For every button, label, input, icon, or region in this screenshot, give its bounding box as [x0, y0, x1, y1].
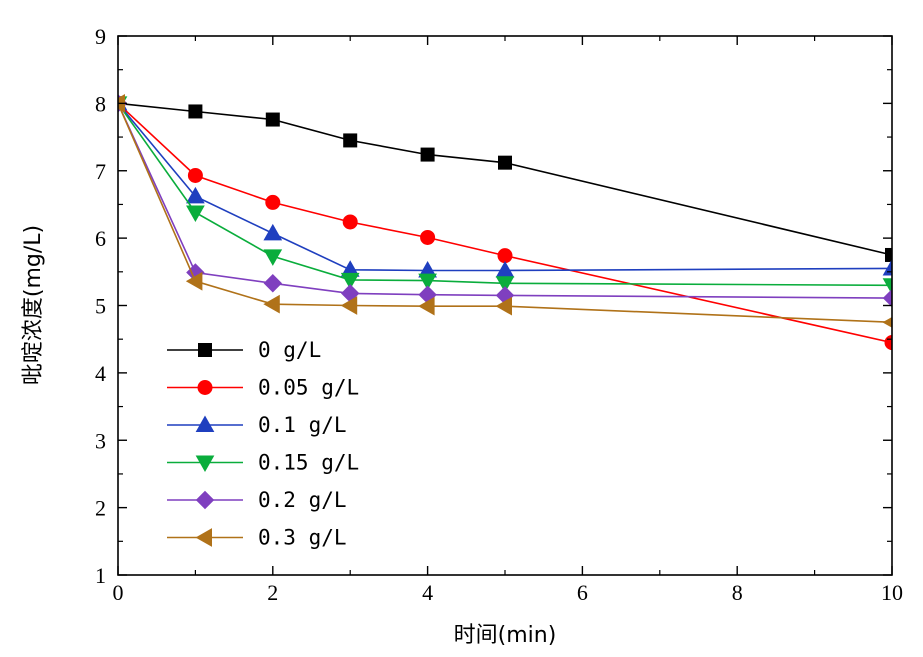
series-1-point-4 [420, 229, 436, 245]
series-group [118, 93, 892, 351]
y-tick-label: 5 [95, 294, 106, 319]
y-tick-label: 2 [95, 496, 106, 521]
series-0-point-6 [885, 247, 892, 262]
series-1-point-1 [187, 167, 203, 183]
x-tick-label: 6 [577, 580, 588, 605]
series-0-point-4 [420, 147, 435, 162]
series-5-point-4 [418, 296, 435, 316]
series-3-point-4 [418, 273, 437, 291]
legend-item-4: 0.2 g/L [167, 488, 347, 512]
series-2-point-6 [882, 258, 892, 276]
series-line-0 [118, 102, 892, 256]
series-1-point-3 [342, 214, 358, 230]
x-tick-label: 10 [881, 580, 903, 605]
series-0-point-2 [265, 112, 280, 127]
y-axis-title: 吡啶浓度(mg/L) [21, 225, 46, 385]
legend: 0 g/L 0.05 g/L 0.1 g/L 0.15 g/L 0.2 g/L 0.3 g… [167, 338, 359, 550]
series-5-point-3 [340, 296, 358, 315]
series-4-point-6 [882, 288, 892, 308]
legend-marker [198, 343, 212, 357]
legend-item-1: 0.05 g/L [167, 376, 359, 400]
legend-marker [195, 455, 215, 473]
y-tick-label: 9 [95, 24, 106, 49]
x-tick-label: 4 [422, 580, 433, 605]
y-tick-label: 4 [95, 361, 106, 386]
series-3-point-6 [882, 278, 892, 295]
legend-item-2: 0.1 g/L [167, 413, 347, 437]
series-3-point-2 [263, 249, 283, 266]
legend-label: 0.3 g/L [258, 526, 347, 550]
legend-marker [195, 415, 215, 432]
series-5-point-2 [263, 294, 280, 314]
legend-label: 0.15 g/L [258, 451, 359, 475]
legend-label: 0.2 g/L [258, 488, 347, 512]
legend-item-3: 0.15 g/L [167, 451, 359, 475]
y-tick-label: 6 [95, 226, 106, 251]
series-3-point-1 [186, 205, 205, 223]
legend-label: 0.05 g/L [258, 376, 359, 400]
plot-area [118, 93, 892, 351]
y-tick-label: 8 [95, 91, 106, 116]
y-tick-label: 3 [95, 428, 106, 453]
x-tick-label: 8 [732, 580, 743, 605]
legend-item-5: 0.3 g/L [167, 526, 347, 550]
series-2-point-2 [263, 223, 283, 241]
series-line-2 [118, 102, 892, 272]
series-5-point-5 [495, 296, 512, 316]
series-0-point-3 [343, 133, 358, 148]
series-3-point-5 [495, 276, 515, 293]
legend-marker [195, 490, 215, 510]
legend-marker [195, 528, 212, 547]
series-5-point-1 [185, 271, 203, 291]
legend-label: 0 g/L [258, 338, 321, 362]
series-3-point-3 [340, 272, 360, 290]
series-0-point-5 [498, 155, 512, 170]
legend-item-0: 0 g/L [167, 338, 321, 362]
series-1-point-2 [265, 194, 281, 210]
series-4-point-2 [263, 274, 283, 293]
legend-marker [197, 380, 213, 395]
series-0-point-1 [188, 104, 203, 119]
series-2-point-1 [186, 186, 205, 204]
x-tick-label: 0 [113, 580, 124, 605]
x-tick-label: 2 [267, 580, 278, 605]
legend-label: 0.1 g/L [258, 413, 347, 437]
series-5-point-6 [882, 316, 892, 328]
y-tick-label: 7 [95, 159, 106, 184]
x-axis-title: 时间(min) [454, 623, 557, 648]
series-1-point-5 [497, 248, 513, 264]
y-tick-label: 1 [95, 563, 106, 588]
series-2-point-5 [495, 260, 515, 278]
